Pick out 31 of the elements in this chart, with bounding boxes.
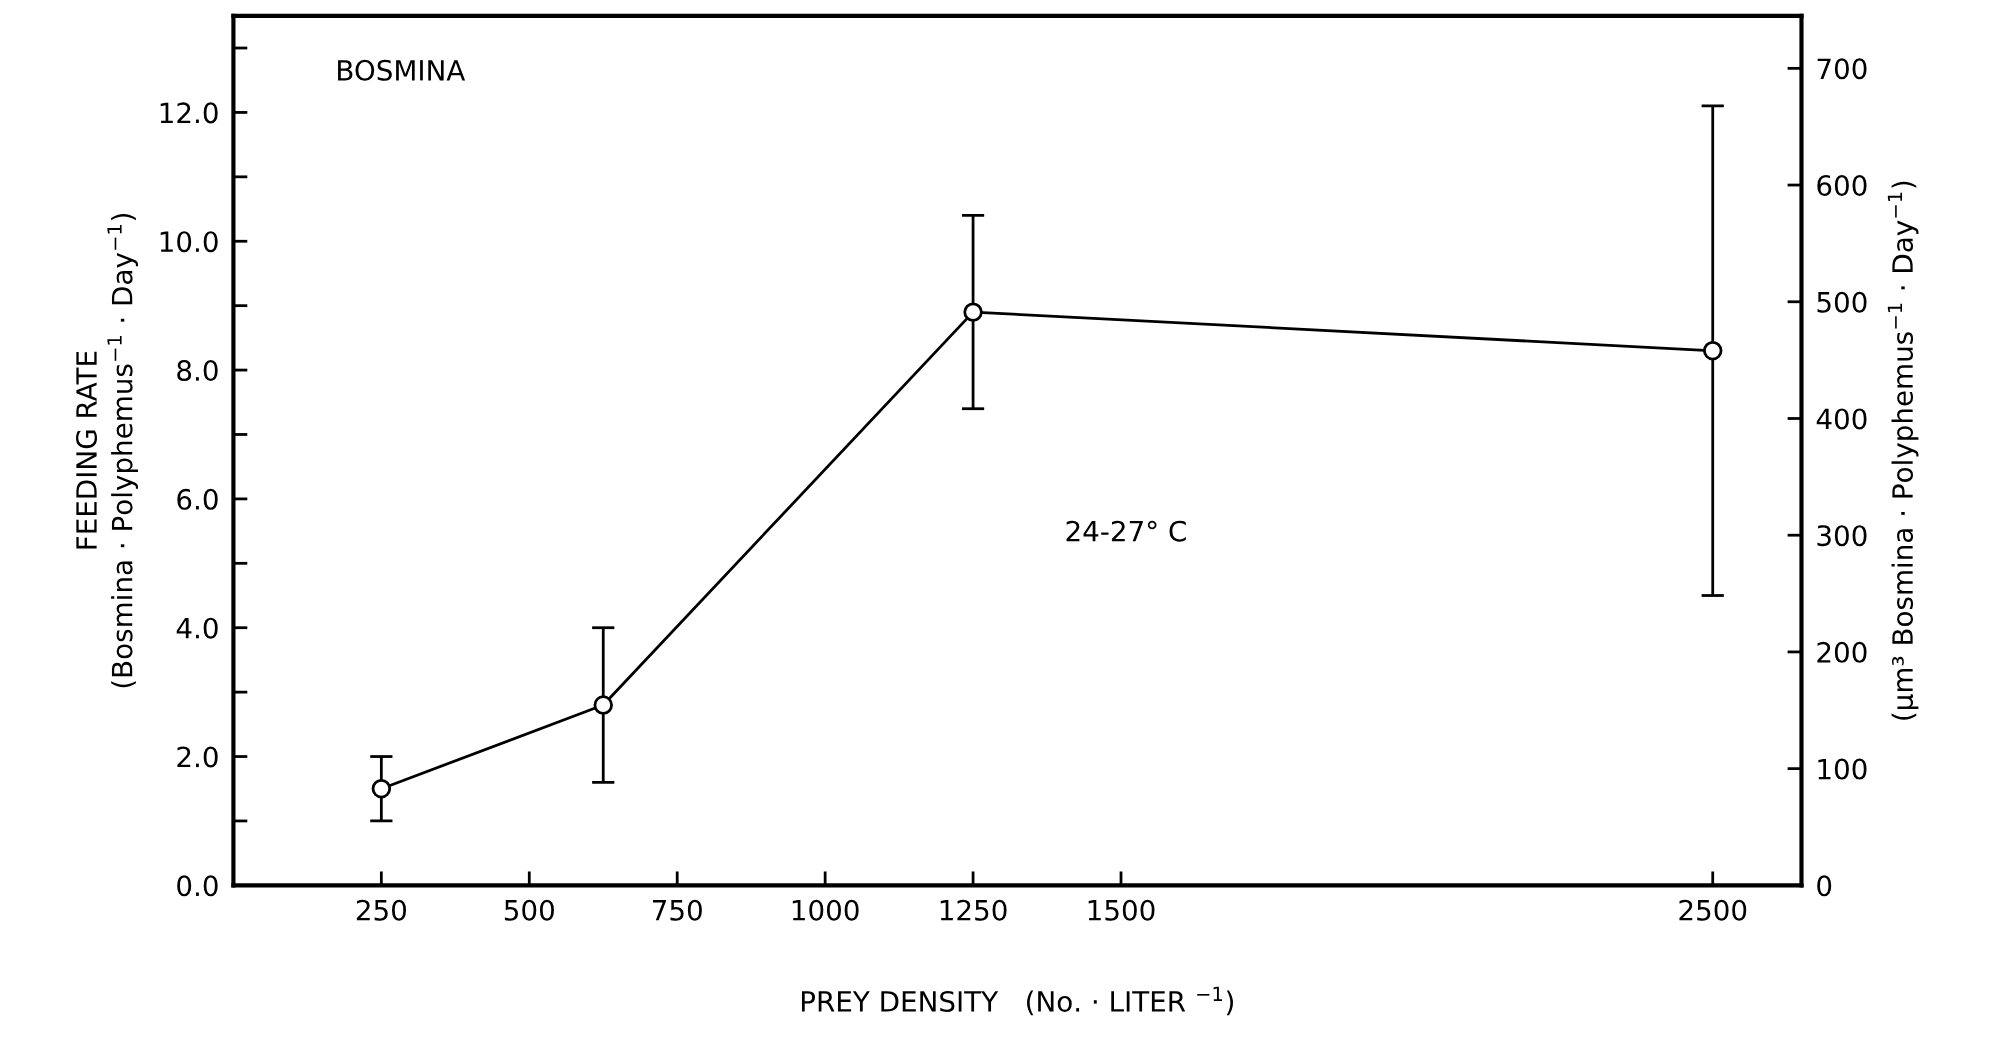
y2-axis-title: (μm³ Bosmina · Polyphemus$^{−1}$ · Day$^{−1}$): [1887, 181, 1919, 720]
point: [593, 695, 613, 715]
y2-tick-label: 600: [1817, 174, 1867, 196]
y2-tick-label: 100: [1818, 758, 1867, 780]
y2-tick-label: 300: [1817, 525, 1867, 547]
annotation: BOSMINA: [338, 59, 466, 81]
x-tick-label: 2500: [1679, 899, 1747, 921]
y-tick-label: 12.0: [160, 102, 218, 124]
x-tick-label: 1250: [940, 899, 1007, 921]
annotation: 24-27° C: [1066, 520, 1186, 542]
y-tick-label: 0.0: [177, 875, 218, 897]
y-tick-label: 8.0: [177, 360, 218, 382]
x-tick-label: 1000: [792, 899, 859, 921]
y2-tick-label: 700: [1817, 58, 1867, 80]
y-axis-title: FEEDING RATE (Bosmina · Polyphemus$^{−1}$ · Day$^{−1}$): [76, 213, 138, 688]
point: [963, 302, 983, 322]
y-tick-label: 2.0: [177, 746, 218, 768]
x-tick-label: 750: [652, 899, 702, 921]
y2-tick-label: 200: [1817, 641, 1867, 663]
y2-tick-label: 400: [1816, 408, 1867, 430]
x-axis-title: PREY DENSITY (No. · LITER $^{−1}$): [801, 986, 1234, 1016]
point: [371, 779, 392, 799]
y2-tick-label: 0: [1817, 875, 1832, 897]
x-tick-label: 500: [504, 899, 554, 921]
y-tick-label: 10.0: [160, 231, 218, 253]
x-tick-label: 1500: [1088, 899, 1155, 921]
y2-tick-label: 500: [1817, 291, 1867, 313]
x-tick-label: 250: [356, 899, 407, 921]
y-tick-label: 6.0: [177, 488, 218, 510]
y-tick-label: 4.0: [176, 617, 218, 639]
point: [1703, 341, 1723, 361]
